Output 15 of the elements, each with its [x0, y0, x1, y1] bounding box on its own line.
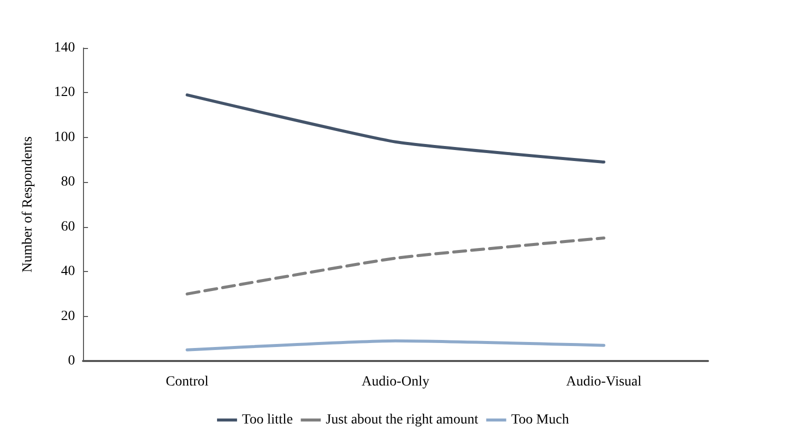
- y-tick-label: 80: [61, 174, 75, 190]
- y-tick-label: 120: [54, 85, 75, 100]
- y-tick-label: 20: [61, 308, 75, 324]
- y-tick-label: 140: [54, 40, 75, 56]
- legend-label: Too Much: [511, 412, 569, 428]
- legend-label: Too little: [242, 412, 293, 428]
- legend-label: Just about the right amount: [326, 412, 478, 428]
- y-axis-title: Number of Respondents: [20, 136, 36, 273]
- x-tick-label: Control: [166, 374, 209, 390]
- x-tick-label: Audio-Visual: [566, 374, 642, 390]
- y-tick-label: 40: [61, 264, 75, 280]
- y-tick-label: 100: [54, 130, 75, 145]
- y-tick-label: 0: [68, 354, 75, 368]
- y-tick-label: 60: [61, 219, 75, 234]
- x-tick-label: Audio-Only: [362, 374, 430, 390]
